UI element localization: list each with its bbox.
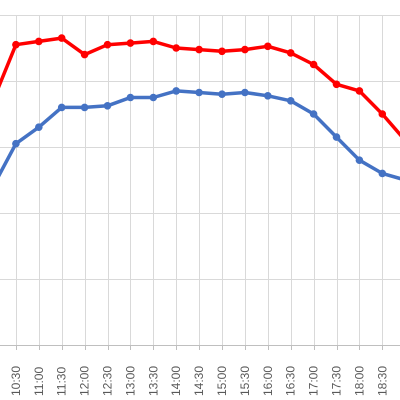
x-tick-label: 15:00 (215, 366, 229, 396)
series-1-point (172, 44, 180, 52)
axis-layer (0, 345, 400, 350)
series-2-point (309, 110, 318, 118)
series-2-point (103, 102, 112, 110)
series-1-point (103, 40, 112, 49)
series-2-point (286, 97, 295, 105)
series-1-point (126, 39, 135, 47)
series-2-point (80, 103, 89, 112)
series-1-point (355, 87, 364, 95)
series-1-point (309, 60, 318, 69)
series-2-point (378, 169, 387, 178)
x-tick-label: 11:00 (32, 367, 46, 396)
x-tick-label: 17:30 (330, 366, 344, 396)
series-1-point (80, 50, 89, 59)
series-2-point (149, 93, 158, 102)
series-2-point (332, 133, 341, 141)
x-tick-label: 14:00 (169, 366, 183, 396)
series-1-point (12, 40, 20, 49)
series-layer (0, 34, 400, 181)
series-2-point (57, 103, 66, 112)
series-1-point (218, 47, 226, 56)
x-tick-label: 18:00 (352, 366, 366, 396)
x-tick-label: 14:30 (192, 366, 206, 396)
x-tick-label: 11:30 (55, 367, 69, 396)
x-tick-label: 13:30 (146, 366, 160, 396)
series-1-point (57, 34, 66, 42)
x-tick-label: 12:30 (101, 366, 115, 396)
series-1-point (264, 42, 272, 51)
series-2-point (195, 88, 203, 97)
series-1-point (332, 80, 341, 89)
series-2-point (172, 87, 180, 95)
series-1-point (286, 49, 295, 57)
x-tick-label: 19:00 (398, 366, 400, 396)
series-2-point (218, 90, 226, 98)
x-tick-label: 12:00 (78, 366, 92, 396)
series-2-point (126, 93, 135, 102)
series-1-point (195, 45, 203, 54)
series-2-point (12, 139, 20, 148)
x-tick-label: 15:30 (238, 366, 252, 396)
series-2-point (355, 156, 364, 164)
x-tick-label: 16:00 (261, 366, 275, 396)
series-1-point (378, 110, 387, 118)
series-2-point (241, 88, 249, 97)
grid-layer (0, 15, 400, 345)
series-1-point (241, 45, 249, 54)
series-1-point (149, 37, 158, 46)
series-2-point (264, 92, 272, 100)
x-tick-label: 18:30 (375, 366, 389, 396)
x-tick-label: 17:00 (307, 366, 321, 396)
x-tick-label: 16:30 (284, 366, 298, 396)
x-tick-label: 13:00 (123, 366, 137, 396)
x-tick-labels: 10:0010:3011:0011:3012:0012:3013:0013:30… (9, 366, 400, 396)
series-2-point (35, 123, 43, 131)
series-1-point (35, 37, 43, 46)
x-tick-label: 10:30 (9, 366, 23, 396)
